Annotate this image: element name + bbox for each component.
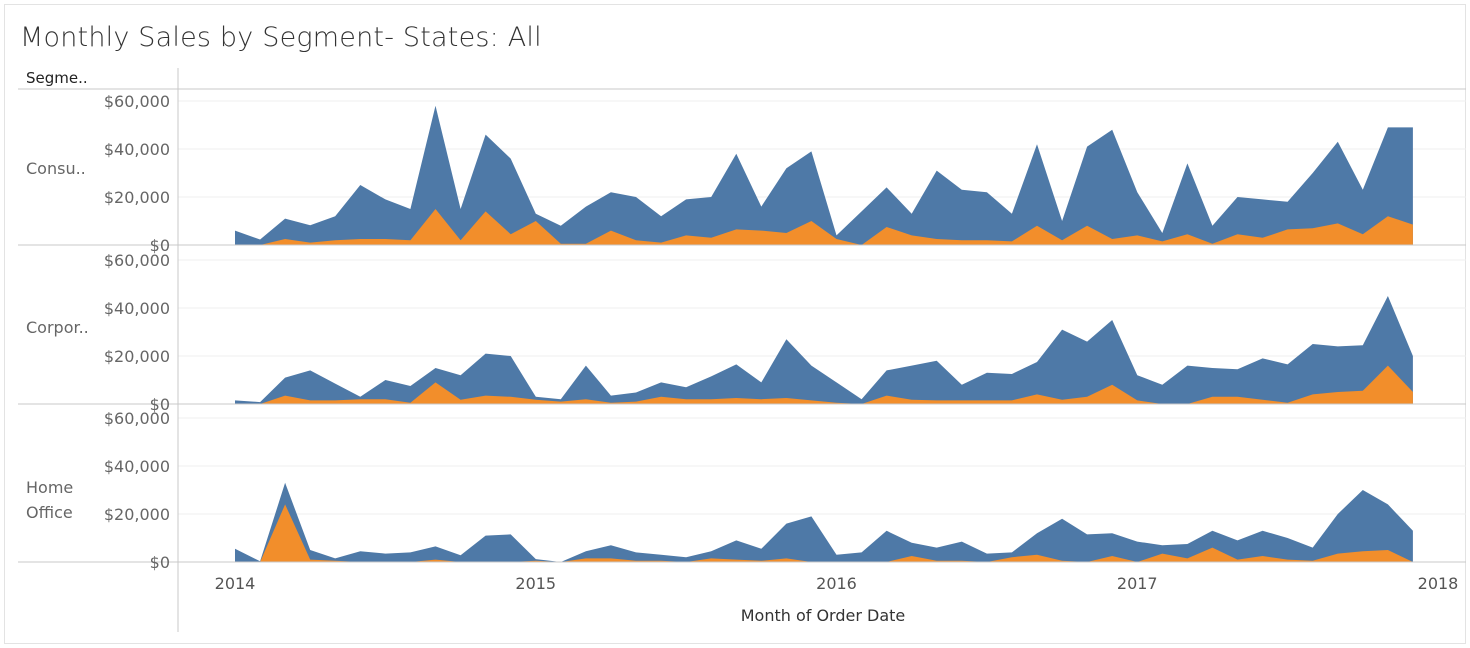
y-tick-label: $0 [150,236,170,255]
y-tick-label: $60,000 [104,92,170,111]
segment-label: Corpor.. [26,318,89,337]
segment-label: Home [26,478,73,497]
x-tick-label: 2018 [1418,574,1459,593]
y-tick-label: $60,000 [104,409,170,428]
x-tick-label: 2015 [515,574,556,593]
y-tick-label: $20,000 [104,188,170,207]
area-series-2 [235,209,1413,245]
area-series-1 [235,296,1413,404]
x-tick-label: 2017 [1117,574,1158,593]
y-tick-label: $20,000 [104,347,170,366]
y-tick-label: $60,000 [104,251,170,270]
segment-label: Office [26,503,73,522]
y-tick-label: $0 [150,395,170,414]
y-tick-label: $0 [150,553,170,572]
y-tick-label: $40,000 [104,140,170,159]
area-series-2 [235,365,1413,404]
chart-title: Monthly Sales by Segment- States: All [20,22,542,53]
y-tick-label: $20,000 [104,505,170,524]
area-series-1 [235,105,1413,245]
segment-column-header: Segme.. [26,69,88,87]
segment-label: Consu.. [26,159,86,178]
y-tick-label: $40,000 [104,457,170,476]
x-tick-label: 2014 [215,574,256,593]
area-series-1 [235,482,1413,562]
x-axis-label: Month of Order Date [741,606,906,625]
x-tick-label: 2016 [816,574,857,593]
y-tick-label: $40,000 [104,299,170,318]
